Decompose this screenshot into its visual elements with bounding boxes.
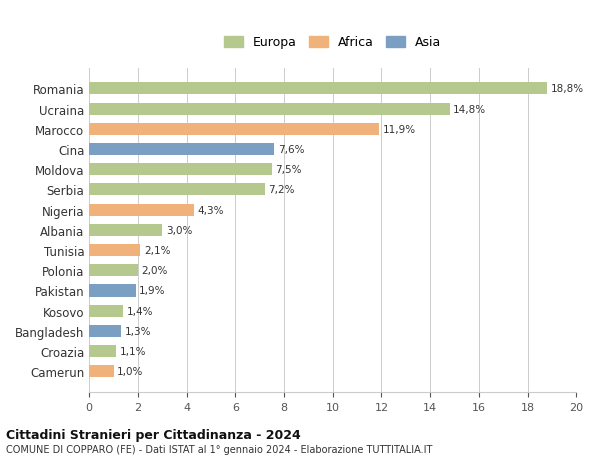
Bar [89, 144, 274, 156]
Text: 7,2%: 7,2% [268, 185, 295, 195]
Text: Cittadini Stranieri per Cittadinanza - 2024: Cittadini Stranieri per Cittadinanza - 2… [6, 428, 301, 442]
Text: 1,4%: 1,4% [127, 306, 154, 316]
Bar [89, 224, 162, 236]
Bar [89, 285, 136, 297]
Bar [89, 83, 547, 95]
Text: 1,9%: 1,9% [139, 286, 166, 296]
Text: 1,3%: 1,3% [125, 326, 151, 336]
Bar [89, 345, 116, 358]
Text: 3,0%: 3,0% [166, 225, 193, 235]
Text: 11,9%: 11,9% [383, 124, 416, 134]
Bar [89, 204, 194, 216]
Bar [89, 184, 265, 196]
Bar [89, 264, 138, 277]
Text: 7,5%: 7,5% [275, 165, 302, 175]
Text: 14,8%: 14,8% [454, 104, 487, 114]
Text: 2,1%: 2,1% [144, 246, 170, 256]
Bar [89, 365, 113, 377]
Text: 2,0%: 2,0% [142, 266, 168, 276]
Text: 1,1%: 1,1% [119, 346, 146, 356]
Bar [89, 164, 272, 176]
Text: 4,3%: 4,3% [197, 205, 224, 215]
Legend: Europa, Africa, Asia: Europa, Africa, Asia [220, 33, 445, 53]
Text: COMUNE DI COPPARO (FE) - Dati ISTAT al 1° gennaio 2024 - Elaborazione TUTTITALIA: COMUNE DI COPPARO (FE) - Dati ISTAT al 1… [6, 444, 433, 454]
Bar [89, 305, 124, 317]
Bar [89, 245, 140, 257]
Bar [89, 103, 449, 115]
Bar [89, 123, 379, 135]
Text: 7,6%: 7,6% [278, 145, 304, 155]
Text: 1,0%: 1,0% [117, 366, 143, 376]
Text: 18,8%: 18,8% [551, 84, 584, 94]
Bar [89, 325, 121, 337]
